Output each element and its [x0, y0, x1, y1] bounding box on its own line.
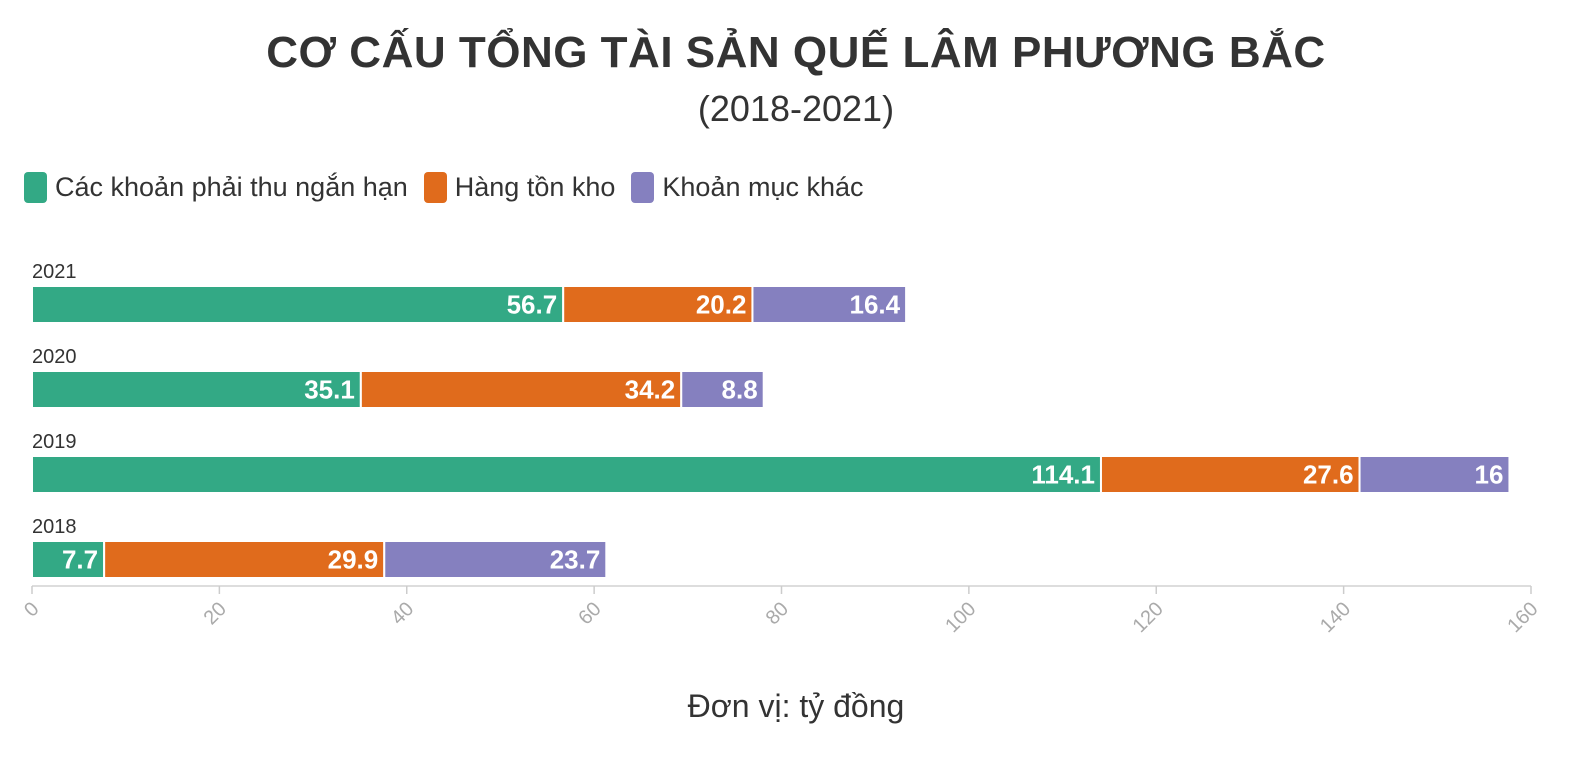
data-label: 27.6	[1303, 460, 1354, 490]
category-label: 2020	[32, 346, 77, 368]
bar-segment	[562, 285, 754, 324]
data-label: 16.4	[849, 290, 900, 320]
bar-segment	[31, 455, 1102, 494]
data-label: 29.9	[328, 545, 379, 575]
x-tick-label: 60	[574, 598, 605, 629]
x-tick-label: 160	[1503, 598, 1542, 637]
data-label: 34.2	[625, 375, 676, 405]
legend-label-inventory: Hàng tồn kho	[454, 172, 616, 202]
chart-title: CƠ CẤU TỔNG TÀI SẢN QUẾ LÂM PHƯƠNG BẮC	[266, 28, 1326, 77]
bar-segment	[1099, 455, 1361, 494]
category-label: 2019	[32, 431, 77, 453]
data-label: 7.7	[62, 545, 98, 575]
legend-swatch-other	[631, 172, 655, 203]
legend-item-other[interactable]: Khoản mục khác	[631, 172, 864, 203]
legend-item-inventory[interactable]: Hàng tồn kho	[423, 172, 616, 203]
data-label: 16	[1475, 460, 1504, 490]
bar-segment	[680, 370, 765, 409]
bar-segment	[31, 285, 565, 324]
bar-segment	[383, 540, 608, 579]
x-tick-label: 40	[387, 598, 418, 629]
legend-item-receivables[interactable]: Các khoản phải thu ngắn hạn	[24, 172, 408, 203]
category-label: 2021	[32, 261, 77, 283]
bar-segment	[1358, 455, 1511, 494]
legend-label-other: Khoản mục khác	[662, 172, 864, 202]
bar-segment	[751, 285, 908, 324]
legend-label-receivables: Các khoản phải thu ngắn hạn	[55, 172, 408, 202]
unit-note: Đơn vị: tỷ đồng	[687, 688, 905, 724]
data-label: 114.1	[1031, 460, 1095, 490]
data-label: 8.8	[722, 375, 758, 405]
data-label: 56.7	[507, 290, 558, 320]
legend: Các khoản phải thu ngắn hạn Hàng tồn kho…	[24, 172, 880, 203]
data-label: 20.2	[696, 290, 747, 320]
x-tick-label: 20	[200, 598, 231, 629]
bar-segment	[359, 370, 683, 409]
category-label: 2018	[32, 516, 77, 538]
legend-swatch-inventory	[423, 172, 447, 203]
x-tick-label: 120	[1129, 598, 1168, 637]
x-tick-label: 140	[1316, 598, 1355, 637]
x-tick-label: 100	[941, 598, 980, 637]
data-label: 35.1	[304, 375, 355, 405]
data-label: 23.7	[550, 545, 601, 575]
legend-swatch-receivables	[24, 172, 47, 203]
chart-subtitle: (2018-2021)	[697, 88, 895, 129]
x-tick-label: 80	[762, 598, 793, 629]
x-tick-label: 0	[20, 598, 43, 621]
